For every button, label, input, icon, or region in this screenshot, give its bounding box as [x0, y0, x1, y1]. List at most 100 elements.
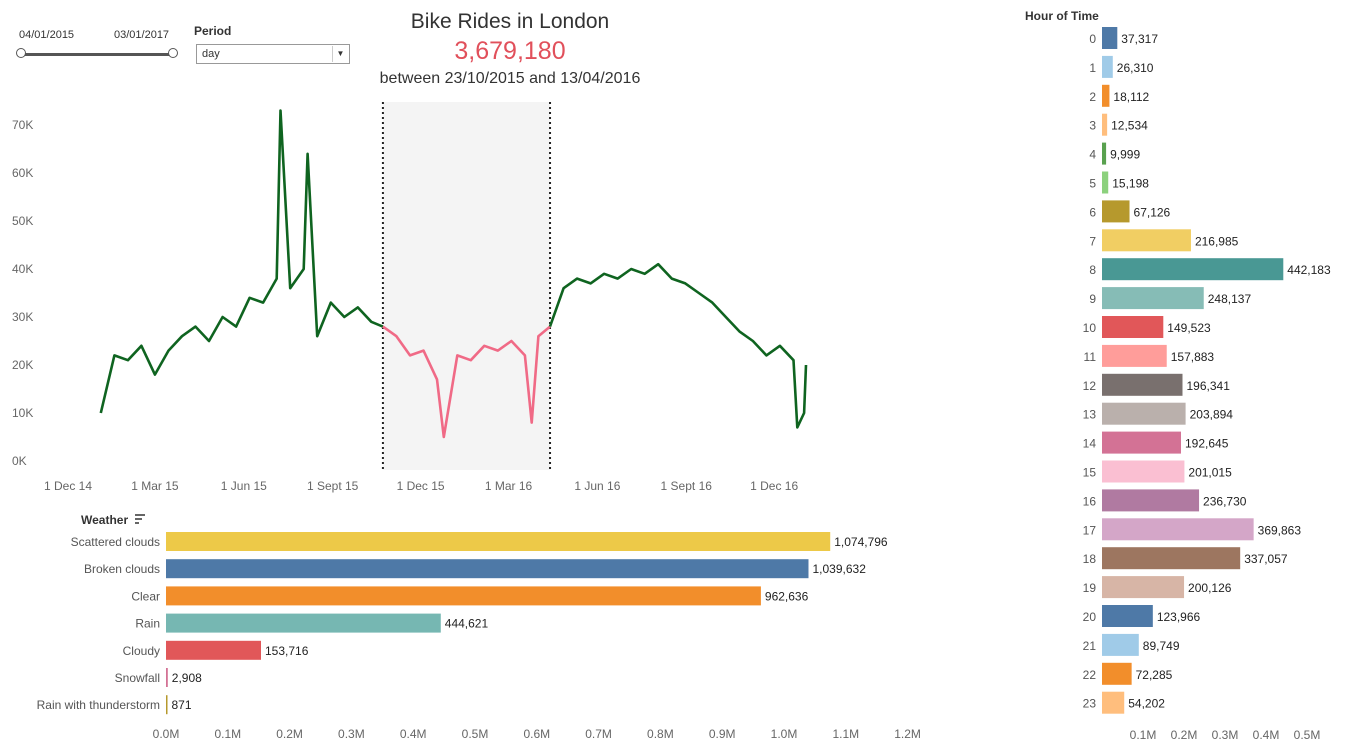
- hour-x-tick: 0.3M: [1212, 728, 1239, 742]
- hour-bar[interactable]: [1102, 605, 1153, 627]
- hour-value-label: 12,534: [1111, 119, 1148, 133]
- hour-value-label: 15,198: [1112, 177, 1149, 191]
- hour-bar[interactable]: [1102, 518, 1254, 541]
- weather-x-tick: 0.5M: [462, 727, 489, 741]
- hour-value-label: 369,863: [1258, 523, 1302, 537]
- y-tick-label: 70K: [12, 118, 33, 132]
- hour-value-label: 72,285: [1136, 668, 1173, 682]
- weather-bar[interactable]: [166, 695, 168, 715]
- weather-bar[interactable]: [166, 668, 168, 687]
- hour-value-label: 9,999: [1110, 148, 1140, 162]
- y-tick-label: 0K: [12, 454, 27, 468]
- x-tick-label: 1 Mar 15: [131, 479, 179, 493]
- weather-category-label: Scattered clouds: [71, 535, 160, 549]
- hour-value-label: 248,137: [1208, 292, 1252, 306]
- x-tick-label: 1 Jun 15: [221, 479, 267, 493]
- start-date-label: 04/01/2015: [19, 29, 75, 41]
- period-label: Period: [194, 24, 232, 38]
- weather-x-tick: 0.6M: [523, 727, 550, 741]
- hour-bar-chart[interactable]: Hour of Time 0 37,317 1 26,310 2 18,112 3 12,534…: [1010, 0, 1354, 754]
- weather-category-label: Snowfall: [115, 671, 160, 685]
- header: Bike Rides in London 3,679,180 between 2…: [330, 8, 690, 91]
- weather-bar[interactable]: [166, 559, 809, 579]
- page-title: Bike Rides in London: [410, 10, 610, 33]
- rides-line-before[interactable]: [99, 109, 384, 414]
- weather-x-tick: 0.0M: [153, 727, 180, 741]
- rides-line-highlight[interactable]: [382, 325, 551, 439]
- weather-x-tick: 0.7M: [585, 727, 612, 741]
- hour-bar[interactable]: [1102, 576, 1185, 599]
- weather-category-label: Clear: [131, 589, 160, 603]
- y-tick-label: 60K: [12, 166, 33, 180]
- hour-bar[interactable]: [1102, 200, 1130, 223]
- weather-x-tick: 0.9M: [709, 727, 736, 741]
- hour-category-label: 5: [1089, 177, 1096, 191]
- daily-rides-line-chart[interactable]: 0K 10K 20K 30K 40K 50K 60K 70K 1 Dec 14 1 Mar 15 1…: [0, 100, 1000, 500]
- date-range-slider[interactable]: [21, 53, 173, 56]
- weather-bar-chart[interactable]: Weather Scattered clouds 1,074,796 Broken c…: [0, 506, 1040, 754]
- weather-bar[interactable]: [166, 532, 831, 551]
- hour-category-label: 4: [1089, 148, 1096, 162]
- weather-x-tick: 0.3M: [338, 727, 365, 741]
- hour-bar[interactable]: [1102, 633, 1139, 656]
- weather-category-label: Cloudy: [123, 644, 160, 658]
- x-tick-label: 1 Dec 16: [750, 479, 798, 493]
- hour-value-label: 54,202: [1128, 697, 1165, 711]
- hour-value-label: 337,057: [1244, 552, 1288, 566]
- period-dropdown[interactable]: day ▼: [196, 44, 350, 64]
- rides-line-after[interactable]: [548, 262, 808, 429]
- hour-bar[interactable]: [1102, 84, 1110, 107]
- x-tick-label: 1 Sept 16: [661, 479, 713, 493]
- hour-category-label: 9: [1089, 292, 1096, 306]
- end-date-label: 03/01/2017: [114, 29, 170, 41]
- hour-value-label: 203,894: [1190, 408, 1234, 422]
- hour-bar[interactable]: [1102, 344, 1167, 367]
- x-tick-label: 1 Dec 14: [44, 479, 92, 493]
- dropdown-arrow-icon[interactable]: ▼: [332, 46, 348, 62]
- hour-value-label: 123,966: [1157, 610, 1201, 624]
- weather-x-tick: 0.2M: [276, 727, 303, 741]
- hour-bar[interactable]: [1102, 489, 1200, 512]
- hour-category-label: 23: [1083, 697, 1097, 711]
- hour-bar[interactable]: [1102, 316, 1164, 338]
- weather-x-tick: 1.1M: [832, 727, 859, 741]
- x-tick-label: 1 Mar 16: [485, 479, 533, 493]
- hour-title: Hour of Time: [1025, 9, 1099, 23]
- hour-value-label: 18,112: [1113, 90, 1149, 104]
- hour-bar[interactable]: [1102, 113, 1108, 136]
- hour-bar[interactable]: [1102, 287, 1204, 310]
- hour-bar[interactable]: [1102, 460, 1185, 483]
- hour-bar[interactable]: [1102, 55, 1113, 78]
- hour-bar[interactable]: [1102, 431, 1181, 454]
- hour-category-label: 22: [1083, 668, 1097, 682]
- hour-bar[interactable]: [1102, 27, 1118, 49]
- weather-value-label: 1,039,632: [812, 562, 866, 576]
- hour-bar[interactable]: [1102, 229, 1191, 252]
- hour-bar[interactable]: [1102, 258, 1284, 281]
- weather-value-label: 444,621: [445, 617, 489, 631]
- hour-category-label: 11: [1084, 350, 1097, 364]
- sort-icon[interactable]: [135, 514, 145, 524]
- hour-bar[interactable]: [1102, 547, 1241, 570]
- hour-value-label: 26,310: [1117, 61, 1154, 75]
- hour-bar[interactable]: [1102, 373, 1183, 396]
- hour-bar[interactable]: [1102, 691, 1125, 714]
- weather-bar[interactable]: [166, 586, 761, 606]
- weather-bar[interactable]: [166, 613, 441, 633]
- weather-bar[interactable]: [166, 640, 261, 660]
- hour-bar[interactable]: [1102, 142, 1107, 165]
- filters-panel: 04/01/2015 03/01/2017 Period day ▼: [0, 0, 360, 80]
- slider-start-handle[interactable]: [16, 48, 26, 58]
- total-rides: 3,679,180: [454, 37, 566, 65]
- hour-value-label: 67,126: [1134, 205, 1171, 219]
- hour-category-label: 17: [1083, 523, 1097, 537]
- hour-bar[interactable]: [1102, 402, 1186, 425]
- y-tick-label: 20K: [12, 358, 33, 372]
- hour-category-label: 7: [1089, 234, 1096, 248]
- x-tick-label: 1 Sept 15: [307, 479, 359, 493]
- hour-bar[interactable]: [1102, 662, 1132, 685]
- hour-value-label: 201,015: [1188, 466, 1232, 480]
- hour-value-label: 442,183: [1287, 263, 1331, 277]
- slider-end-handle[interactable]: [168, 48, 178, 58]
- hour-bar[interactable]: [1102, 171, 1109, 194]
